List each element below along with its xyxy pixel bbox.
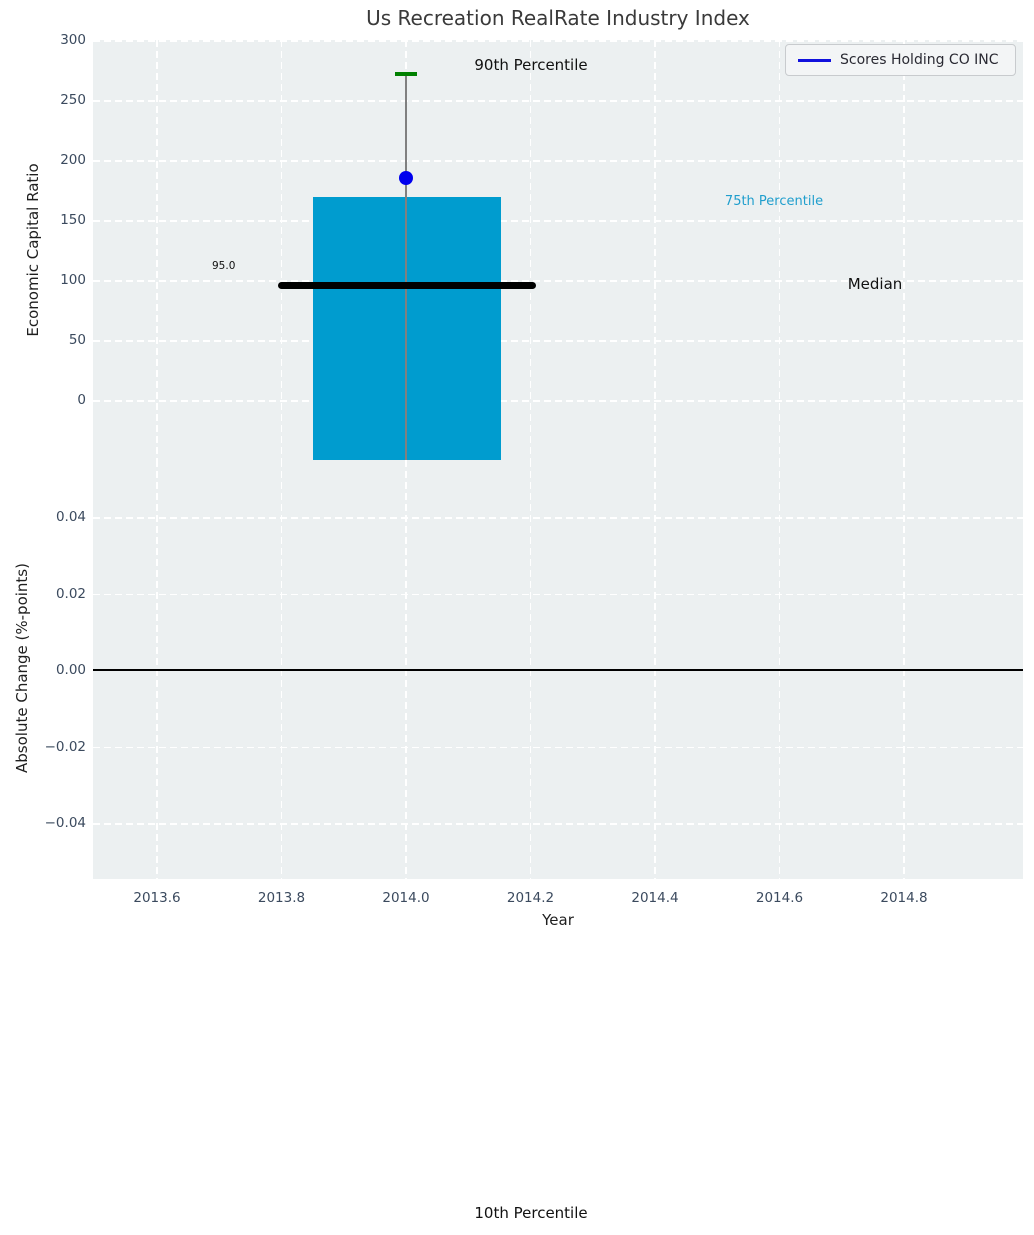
- legend-box: Scores Holding CO INC: [785, 44, 1016, 76]
- ytick-top: 250: [60, 92, 86, 108]
- ytick-bottom: 0.02: [55, 586, 86, 602]
- gridline-h: [93, 100, 1023, 102]
- x-axis-label: Year: [542, 911, 574, 929]
- gridline-v: [778, 40, 781, 460]
- xtick: 2014.8: [880, 890, 928, 906]
- p90-annotation: 90th Percentile: [474, 56, 588, 74]
- ytick-top: 100: [60, 272, 86, 288]
- ytick-bottom: 0.00: [55, 662, 86, 678]
- gridline-h: [93, 400, 1023, 402]
- xtick: 2014.6: [755, 890, 804, 906]
- ytick-top: 200: [60, 152, 86, 168]
- percentile-bar: [313, 197, 501, 460]
- chart-title: Us Recreation RealRate Industry Index: [366, 6, 750, 30]
- top-y-axis-label: Economic Capital Ratio: [24, 163, 42, 337]
- gridline-v: [280, 40, 283, 460]
- xtick: 2014.4: [631, 890, 679, 906]
- bottom-plot-area: [93, 460, 1023, 879]
- gridline-h: [93, 746, 1023, 749]
- xtick: 2013.6: [133, 890, 181, 906]
- gridline-h: [93, 340, 1023, 342]
- xtick: 2014.0: [382, 890, 430, 906]
- gridline-v: [903, 40, 905, 460]
- gridline-h: [93, 593, 1023, 596]
- gridline-h: [93, 823, 1023, 825]
- gridline-v: [654, 40, 656, 460]
- gridline-h: [93, 40, 1023, 42]
- gridline-v: [529, 40, 532, 460]
- xtick: 2014.2: [506, 890, 555, 906]
- ytick-bottom: 0.04: [55, 509, 86, 525]
- legend-label: Scores Holding CO INC: [840, 52, 999, 68]
- ytick-top: 0: [77, 392, 86, 408]
- median-line: [278, 282, 536, 289]
- legend-line-icon: [798, 58, 831, 62]
- whisker-line: [405, 73, 407, 460]
- gridline-h: [93, 160, 1023, 162]
- ytick-top: 150: [60, 212, 86, 228]
- ytick-bottom: −0.02: [44, 739, 86, 755]
- median-value-label: 95.0: [212, 260, 236, 272]
- scatter-point-scores-holding: [399, 171, 413, 185]
- median-annotation: Median: [847, 275, 903, 293]
- xtick: 2013.8: [257, 890, 306, 906]
- gridline-h: [93, 517, 1023, 519]
- p10-annotation: 10th Percentile: [474, 1204, 588, 1222]
- top-plot-area: 95.0 90th Percentile 75th Percentile Med…: [93, 40, 1023, 460]
- ytick-top: 50: [68, 332, 86, 348]
- bottom-y-axis-label: Absolute Change (%-points): [13, 563, 31, 773]
- ytick-top: 300: [60, 32, 86, 48]
- gridline-h: [93, 220, 1023, 222]
- p75-annotation: 75th Percentile: [724, 194, 824, 209]
- ytick-bottom: −0.04: [44, 815, 86, 831]
- p90-cap-marker: [395, 72, 417, 76]
- zero-reference-line: [93, 669, 1023, 671]
- gridline-v: [156, 40, 158, 460]
- gridline-h: [93, 280, 1023, 282]
